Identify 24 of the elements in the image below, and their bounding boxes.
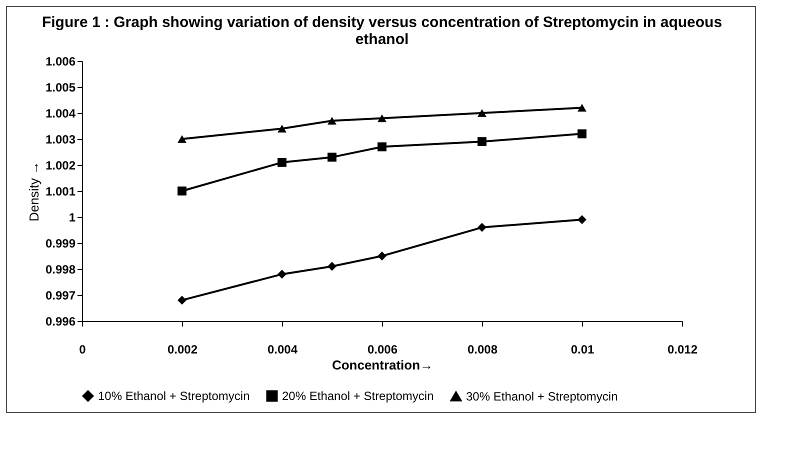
x-tick-label: 0.008 bbox=[467, 342, 498, 356]
y-tick-label: 1.002 bbox=[45, 158, 76, 172]
y-tick-label: 1 bbox=[68, 210, 76, 224]
y-tick-label: 0.999 bbox=[45, 236, 76, 250]
y-tick-label: 1.006 bbox=[45, 54, 76, 68]
y-tick-label: 1.001 bbox=[45, 184, 76, 198]
y-tick-label: 0.996 bbox=[45, 314, 76, 328]
legend-label: 30% Ethanol + Streptomycin bbox=[466, 389, 618, 404]
y-tick-label: 1.005 bbox=[45, 80, 76, 94]
y-tick-label: 1.004 bbox=[45, 106, 76, 120]
x-tick-label: 0.002 bbox=[167, 342, 198, 356]
y-tick-label: 1.003 bbox=[45, 132, 76, 146]
legend-label: 20% Ethanol + Streptomycin bbox=[282, 389, 434, 403]
x-tick-label: 0.01 bbox=[570, 342, 594, 356]
legend-label: 10% Ethanol + Streptomycin bbox=[98, 389, 250, 403]
x-tick-label: 0.012 bbox=[667, 342, 698, 356]
y-axis-title: Density → bbox=[26, 162, 42, 222]
x-tick-label: 0.004 bbox=[267, 342, 298, 356]
x-tick-label: 0 bbox=[79, 342, 86, 356]
x-axis-title: Concentration→ bbox=[332, 358, 434, 372]
chart-title: Figure 1 : Graph showing variation of density versus concentration of Streptomycin in aqueous ethanol bbox=[42, 14, 722, 48]
y-tick-label: 0.998 bbox=[45, 262, 76, 276]
y-tick-label: 0.997 bbox=[45, 288, 76, 302]
x-tick-label: 0.006 bbox=[367, 342, 398, 356]
